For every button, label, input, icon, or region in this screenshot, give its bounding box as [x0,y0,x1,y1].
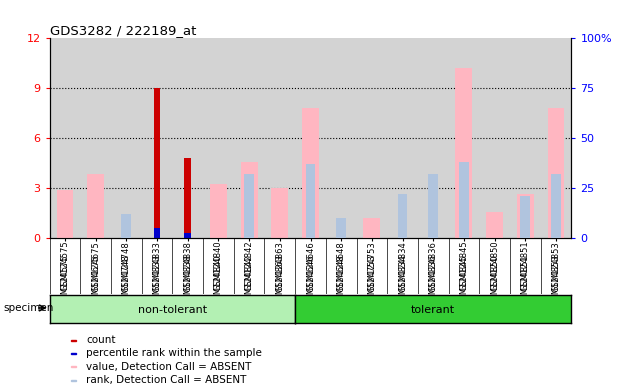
Bar [479,38,510,238]
Text: GSM124845: GSM124845 [460,254,468,305]
Bar [57,190,73,238]
Bar [71,380,76,381]
Bar [455,68,473,238]
Text: GSM124753: GSM124753 [368,254,376,305]
Text: GSM124850: GSM124850 [490,254,499,305]
Bar [122,214,131,238]
Text: GSM124863: GSM124863 [275,254,284,305]
Text: GSM124840: GSM124840 [214,254,223,305]
Bar [548,108,564,238]
Text: GSM124675: GSM124675 [91,241,100,291]
Text: GSM124834: GSM124834 [398,241,407,291]
Bar [295,38,326,238]
Text: GSM124646: GSM124646 [306,241,315,291]
Bar [244,174,254,238]
Text: GSM124851: GSM124851 [521,241,530,291]
Bar [356,38,388,238]
Text: GSM124833: GSM124833 [153,241,161,292]
Bar [173,38,203,238]
Text: GSM124853: GSM124853 [551,254,561,305]
Text: GSM124748: GSM124748 [122,254,131,305]
Text: tolerant: tolerant [411,305,455,315]
Bar [265,38,295,238]
Bar [461,232,467,238]
Bar [50,38,80,238]
Text: GSM124851: GSM124851 [521,254,530,305]
Text: GSM124842: GSM124842 [245,254,253,305]
Bar [517,194,533,238]
Bar [337,218,346,238]
Bar [306,164,315,238]
Bar [397,194,407,238]
Text: non-tolerant: non-tolerant [138,305,207,315]
Text: GSM124850: GSM124850 [490,241,499,291]
Bar [184,233,191,238]
Text: rank, Detection Call = ABSENT: rank, Detection Call = ABSENT [86,375,247,384]
Bar [448,38,479,238]
Bar [241,162,258,238]
Bar [551,174,561,238]
Text: GSM124842: GSM124842 [245,241,253,291]
Text: count: count [86,335,116,345]
Bar [71,353,76,354]
Bar [486,212,503,238]
Text: GSM124648: GSM124648 [337,241,346,291]
Bar [302,108,319,238]
Text: GSM124648: GSM124648 [337,254,346,305]
Bar [142,38,173,238]
Bar [459,162,469,238]
Bar [338,232,345,238]
Text: GSM124836: GSM124836 [428,241,438,292]
Text: GSM124748: GSM124748 [122,241,131,291]
Bar [210,184,227,238]
Bar [338,227,345,238]
Text: GSM124675: GSM124675 [91,254,100,305]
Bar [541,38,571,238]
Bar [233,38,265,238]
Text: GSM124836: GSM124836 [428,254,438,305]
Bar [271,188,288,238]
Bar [388,38,418,238]
Bar [154,228,160,238]
Bar [71,340,76,341]
Text: GSM124833: GSM124833 [153,254,161,305]
Bar [154,88,160,238]
Bar [184,158,191,238]
Text: GSM124863: GSM124863 [275,241,284,292]
Text: GSM124575: GSM124575 [60,254,70,305]
Bar [203,38,233,238]
Text: specimen: specimen [3,303,53,313]
Text: GSM124753: GSM124753 [368,241,376,291]
Bar [418,38,448,238]
Bar [428,174,438,238]
Text: GSM124834: GSM124834 [398,254,407,305]
Text: GSM124838: GSM124838 [183,241,193,292]
Bar [111,38,142,238]
Text: GSM124853: GSM124853 [551,241,561,291]
Text: GSM124838: GSM124838 [183,254,193,305]
Bar [363,218,380,238]
Text: GSM124840: GSM124840 [214,241,223,291]
Bar [88,174,104,238]
Text: value, Detection Call = ABSENT: value, Detection Call = ABSENT [86,362,252,372]
Text: GDS3282 / 222189_at: GDS3282 / 222189_at [50,24,196,37]
Text: percentile rank within the sample: percentile rank within the sample [86,349,262,359]
Text: GSM124575: GSM124575 [60,241,70,291]
Text: GSM124646: GSM124646 [306,254,315,305]
Bar [71,366,76,367]
Bar [510,38,541,238]
Bar [326,38,356,238]
Text: GSM124845: GSM124845 [460,241,468,291]
Bar [80,38,111,238]
Bar [520,196,530,238]
